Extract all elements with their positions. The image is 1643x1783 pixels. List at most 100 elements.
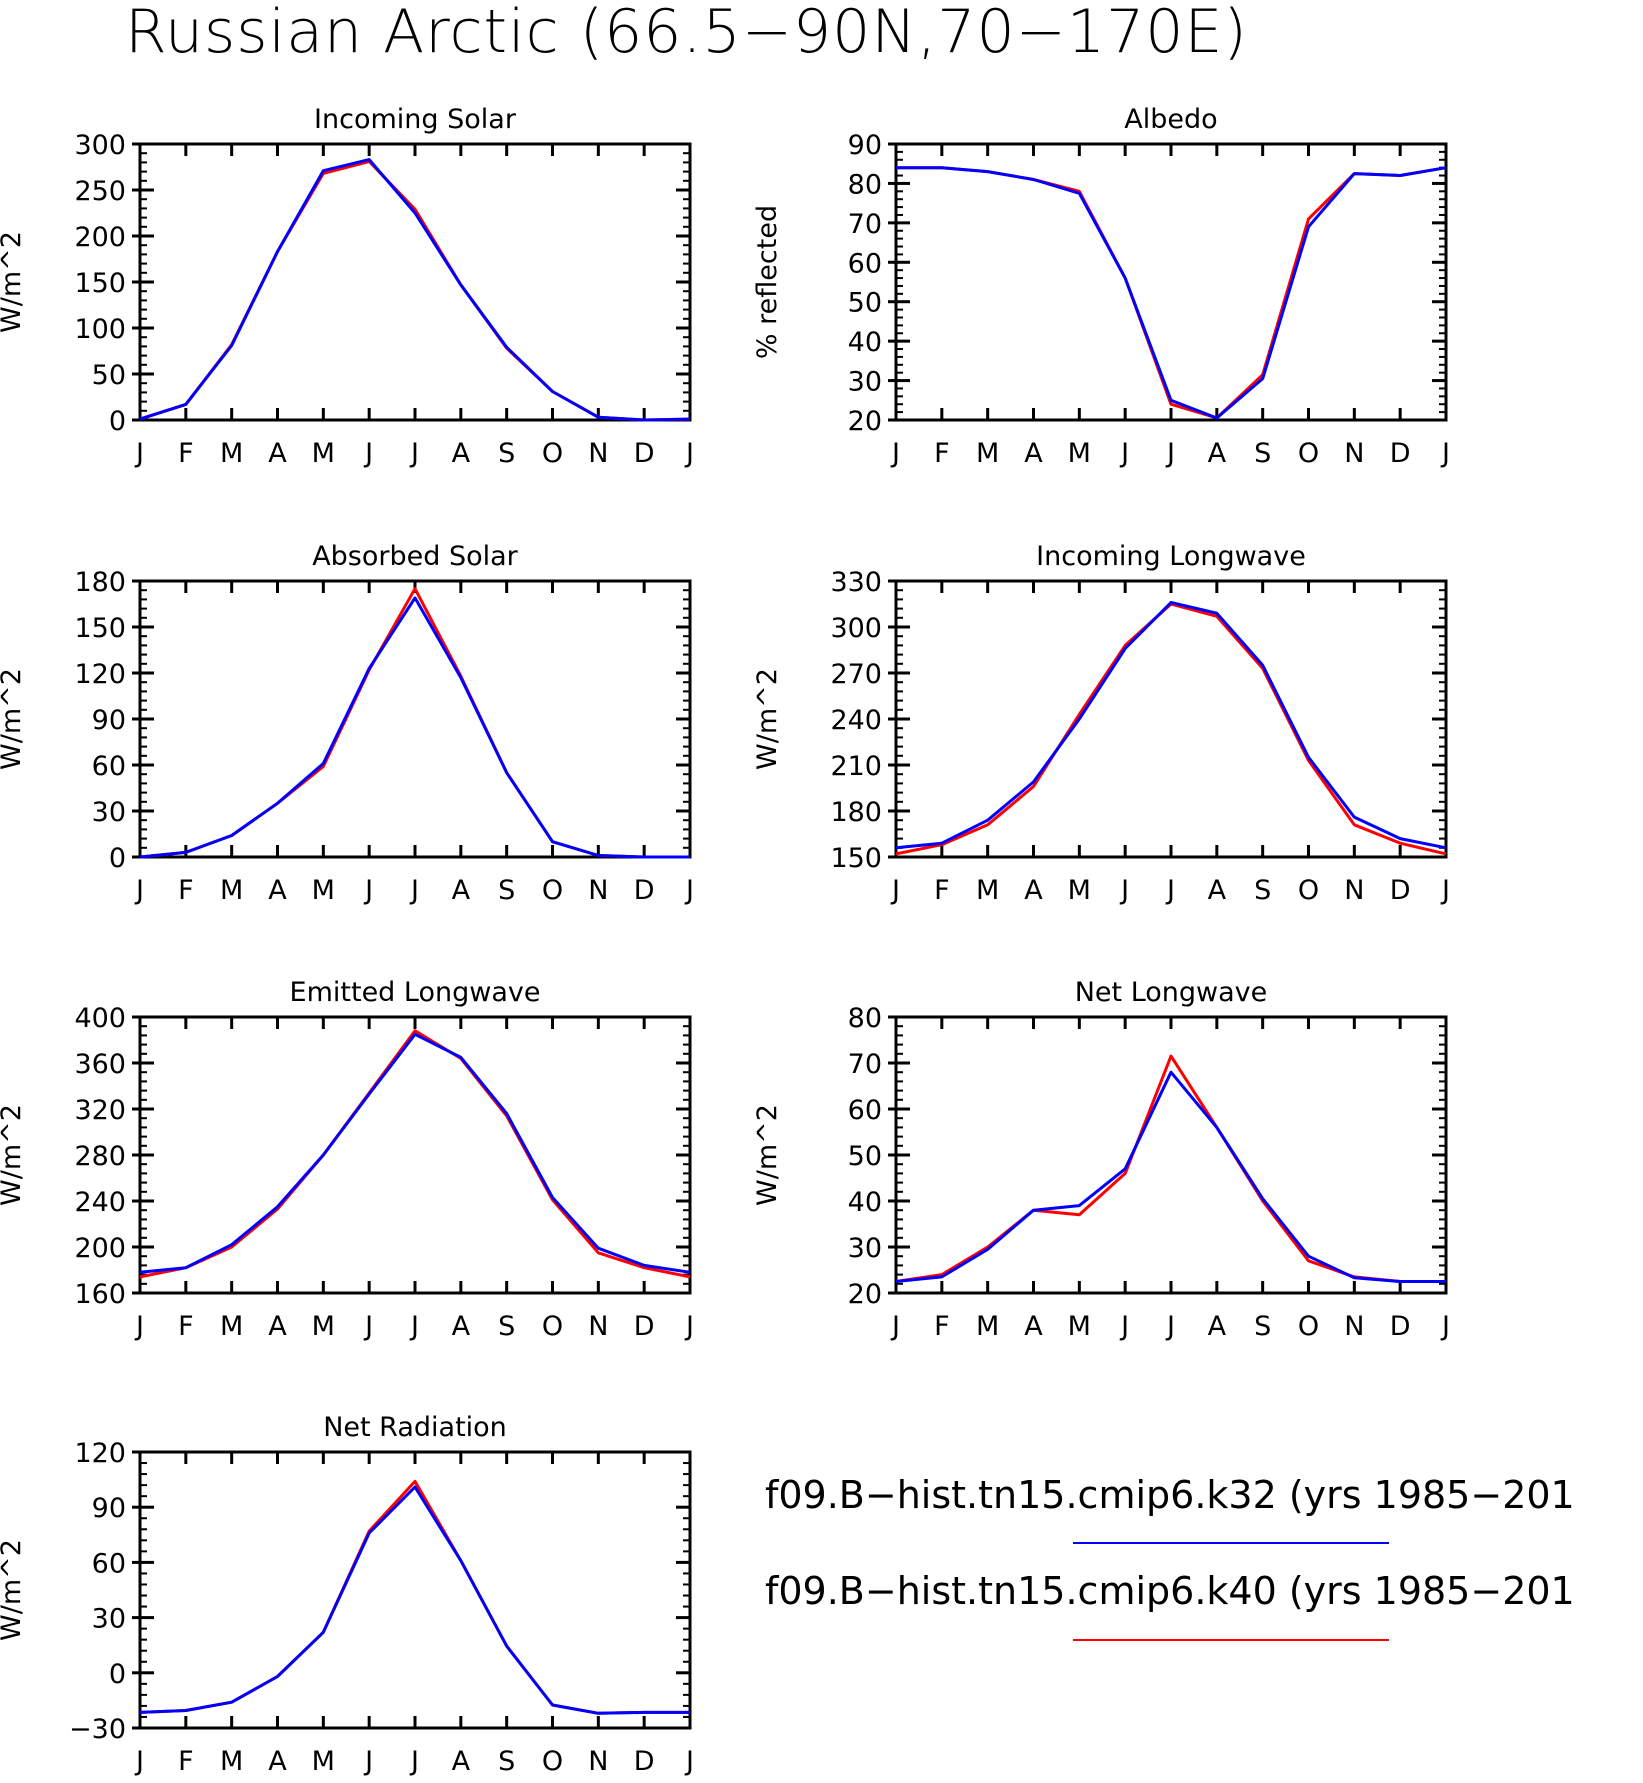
x-tick-label: M (220, 438, 243, 469)
y-tick-label: 70 (848, 1049, 882, 1080)
x-tick-label: D (634, 1311, 655, 1342)
x-tick-label: A (1024, 438, 1043, 469)
x-tick-label: M (312, 875, 335, 906)
x-tick-label: J (134, 875, 144, 906)
x-tick-label: S (498, 1746, 515, 1777)
series-line-k32 (139, 596, 690, 859)
x-tick-label: M (976, 875, 999, 906)
x-tick-label: D (634, 875, 655, 906)
plot-frame (138, 579, 692, 859)
x-tick-label: N (588, 1311, 608, 1342)
x-tick-label: F (178, 438, 194, 469)
y-axis-label: W/m^2 (0, 1104, 27, 1206)
x-tick-label: S (498, 875, 515, 906)
x-tick-label: M (1068, 1311, 1091, 1342)
y-tick-label: 400 (74, 1003, 126, 1034)
y-axis-label: W/m^2 (0, 231, 27, 333)
x-tick-label: O (1298, 875, 1319, 906)
panel-title: Emitted Longwave (290, 977, 541, 1008)
x-tick-label: F (178, 1746, 194, 1777)
y-tick-label: 320 (74, 1095, 126, 1126)
y-tick-label: 150 (74, 613, 126, 644)
series-line-k32 (896, 166, 1447, 420)
x-tick-label: S (1254, 1311, 1271, 1342)
x-tick-label: S (1254, 438, 1271, 469)
x-tick-label: A (1208, 1311, 1227, 1342)
x-tick-label: F (178, 1311, 194, 1342)
y-axis-label: W/m^2 (0, 1539, 27, 1641)
panel-title: Albedo (1124, 104, 1217, 135)
panel-title: Net Longwave (1075, 977, 1268, 1008)
x-tick-label: F (934, 1311, 950, 1342)
y-tick-label: 20 (848, 1279, 882, 1310)
x-tick-label: M (976, 1311, 999, 1342)
series-line-k40 (895, 602, 1447, 856)
x-tick-label: J (1440, 438, 1450, 469)
y-tick-label: 100 (74, 314, 126, 345)
y-tick-label: 210 (830, 751, 882, 782)
x-tick-label: O (542, 1311, 563, 1342)
x-tick-label: M (1068, 875, 1091, 906)
x-tick-label: F (934, 438, 950, 469)
y-tick-label: 30 (92, 797, 126, 828)
x-tick-label: A (1024, 875, 1043, 906)
y-tick-label: 80 (848, 1003, 882, 1034)
series-line-k32 (895, 601, 1447, 850)
y-tick-label: 150 (74, 268, 126, 299)
y-tick-label: −30 (69, 1714, 126, 1745)
y-tick-label: 60 (92, 1548, 126, 1579)
y-tick-label: 0 (109, 1659, 126, 1690)
y-tick-label: 50 (848, 288, 882, 319)
y-tick-label: 50 (848, 1141, 882, 1172)
x-tick-label: J (1119, 875, 1129, 906)
series-line-k40 (896, 166, 1447, 420)
x-tick-label: A (268, 1311, 287, 1342)
y-tick-label: 200 (74, 1233, 126, 1264)
x-tick-label: O (542, 1746, 563, 1777)
y-tick-label: 180 (830, 797, 882, 828)
series-line-k32 (139, 158, 691, 422)
x-tick-label: J (890, 1311, 900, 1342)
x-tick-label: J (134, 1311, 144, 1342)
y-tick-label: 30 (848, 367, 882, 398)
y-tick-label: 150 (830, 843, 882, 874)
series-line-k40 (139, 1029, 691, 1279)
series-line-k40 (139, 587, 690, 859)
x-tick-label: J (1119, 1311, 1129, 1342)
x-tick-label: M (220, 875, 243, 906)
y-tick-label: 0 (109, 406, 126, 437)
y-tick-label: 40 (848, 327, 882, 358)
y-tick-label: 160 (74, 1279, 126, 1310)
y-tick-label: 200 (74, 222, 126, 253)
y-tick-label: 90 (92, 705, 126, 736)
x-tick-label: J (890, 438, 900, 469)
y-tick-label: 180 (74, 567, 126, 598)
x-tick-label: A (268, 1746, 287, 1777)
y-tick-label: 300 (74, 130, 126, 161)
x-tick-label: O (542, 438, 563, 469)
series-line-k40 (139, 1479, 690, 1715)
x-tick-label: J (409, 1746, 419, 1777)
y-axis-label: W/m^2 (752, 668, 783, 770)
plot-frame (894, 142, 1448, 422)
x-tick-label: D (1390, 1311, 1411, 1342)
x-tick-label: J (684, 1311, 694, 1342)
x-tick-label: J (363, 1311, 373, 1342)
x-tick-label: J (684, 875, 694, 906)
y-axis-label: W/m^2 (752, 1104, 783, 1206)
x-tick-label: J (409, 438, 419, 469)
plot-frame (894, 579, 1448, 859)
x-tick-label: J (363, 438, 373, 469)
x-tick-label: M (312, 1311, 335, 1342)
x-tick-label: A (1208, 438, 1227, 469)
panel-title: Absorbed Solar (312, 541, 518, 572)
y-tick-label: 70 (848, 209, 882, 240)
series-line-k32 (139, 1032, 691, 1274)
series-line-k32 (895, 1070, 1446, 1283)
x-tick-label: A (452, 1746, 471, 1777)
x-tick-label: J (409, 875, 419, 906)
